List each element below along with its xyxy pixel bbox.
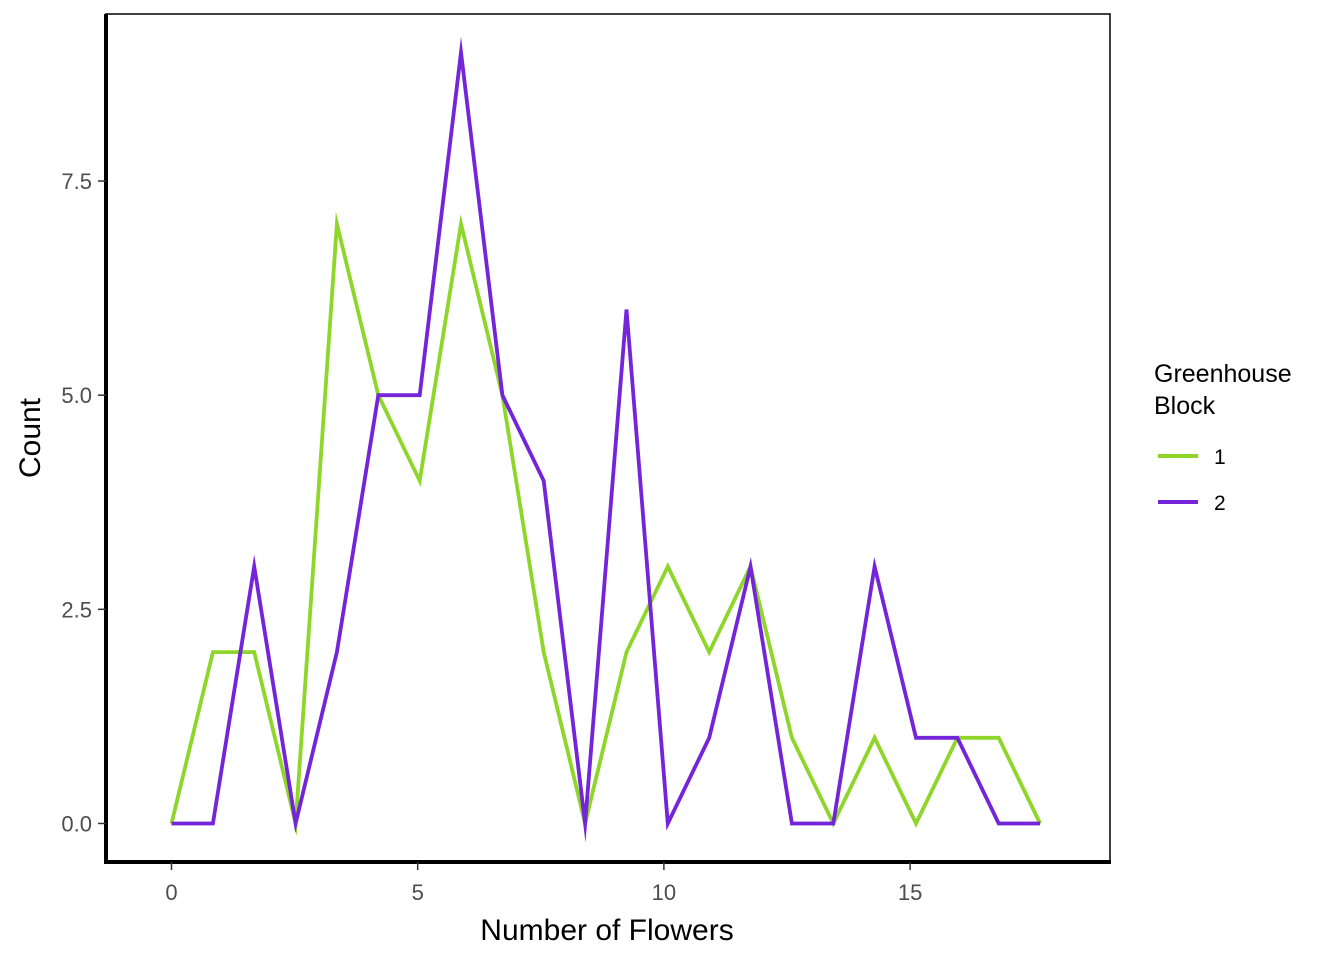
y-tick-label: 7.5 xyxy=(61,169,92,194)
y-tick-label: 2.5 xyxy=(61,597,92,622)
legend-title: Greenhouse xyxy=(1154,360,1292,388)
y-axis-title: Count xyxy=(14,397,47,478)
plot-area: 0 5 10 15 0.0 2.5 5.0 7.5 xyxy=(61,13,1111,905)
x-tick-label: 10 xyxy=(652,880,676,905)
y-tick-label: 5.0 xyxy=(61,383,92,408)
legend-label-1: 1 xyxy=(1214,446,1226,469)
x-tick-label: 5 xyxy=(412,880,424,905)
series-line-2 xyxy=(171,36,1041,843)
x-axis-title: Number of Flowers xyxy=(480,914,733,947)
x-tick-label: 15 xyxy=(898,880,922,905)
legend-title: Block xyxy=(1154,392,1216,420)
legend: Greenhouse Block 1 2 xyxy=(1154,360,1292,515)
y-tick-label: 0.0 xyxy=(61,811,92,836)
series-line-1 xyxy=(169,211,1042,836)
x-tick-label: 0 xyxy=(165,880,177,905)
legend-label-2: 2 xyxy=(1214,492,1226,515)
